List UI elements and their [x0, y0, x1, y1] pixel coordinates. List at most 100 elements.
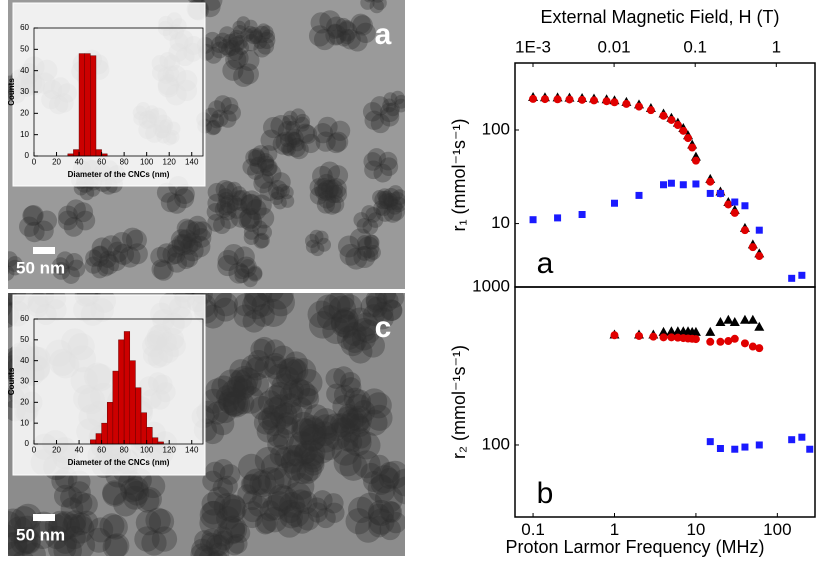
particle: [286, 131, 301, 146]
x-tick-label: 60: [97, 158, 106, 167]
particle: [356, 492, 384, 519]
particle: [245, 149, 263, 167]
particle: [308, 311, 337, 339]
x-tick-label: 40: [75, 446, 84, 455]
particle: [67, 259, 86, 278]
particle: [218, 191, 234, 208]
particle: [279, 505, 303, 529]
particle: [229, 359, 253, 383]
particle: [240, 259, 256, 275]
particle: [150, 246, 171, 268]
particle: [354, 312, 379, 337]
particle: [10, 529, 37, 556]
x-tick-label: 0: [32, 158, 37, 167]
marker: [706, 177, 715, 186]
particle: [328, 131, 349, 152]
particle: [102, 481, 127, 507]
particle: [242, 501, 264, 523]
particle: [271, 345, 295, 370]
particle: [312, 425, 340, 453]
particle: [242, 473, 262, 494]
y-axis-title: Counts: [7, 367, 16, 395]
particle: [276, 184, 290, 198]
y-tick-label: 40: [20, 66, 29, 75]
particle: [249, 29, 263, 43]
particle: [243, 293, 267, 312]
x-tick-label: 0.1: [521, 520, 545, 539]
particle: [372, 301, 394, 323]
particle: [226, 181, 242, 198]
particle: [100, 235, 122, 257]
y-tick-label: 60: [20, 314, 29, 323]
particle: [63, 510, 87, 533]
particle: [247, 265, 263, 281]
particle: [254, 513, 276, 535]
particle: [91, 245, 110, 263]
particle: [167, 245, 186, 265]
particle: [205, 378, 231, 404]
particle: [390, 90, 405, 105]
marker: [635, 191, 643, 199]
particle: [352, 15, 373, 36]
particle: [264, 467, 292, 495]
inset-background: [12, 2, 206, 187]
particle: [242, 490, 263, 511]
particle: [306, 497, 328, 518]
particle: [363, 246, 379, 262]
particle: [253, 173, 273, 194]
particle: [242, 34, 260, 52]
particle: [204, 461, 226, 483]
x2-tick-label: 0.01: [598, 37, 631, 56]
particle: [340, 422, 361, 443]
particle: [261, 411, 287, 437]
particle: [8, 265, 15, 281]
particle: [206, 202, 225, 221]
particle: [340, 332, 365, 357]
particle: [286, 444, 309, 467]
x-tick-label: 10: [686, 520, 705, 539]
particle: [299, 417, 327, 446]
particle: [364, 110, 384, 131]
particle: [314, 230, 329, 245]
particle: [201, 491, 226, 516]
particle: [305, 239, 320, 254]
particle: [230, 206, 252, 228]
particle: [280, 451, 304, 475]
particle: [267, 363, 292, 388]
particle: [33, 220, 54, 241]
particle: [219, 464, 241, 485]
particle: [118, 470, 143, 496]
particle: [205, 120, 221, 136]
particle: [141, 474, 166, 499]
particle: [387, 191, 405, 211]
particle: [247, 162, 265, 180]
particle: [265, 293, 294, 310]
particle: [219, 194, 239, 214]
particle: [317, 190, 337, 209]
particle: [348, 389, 371, 413]
marker: [706, 189, 714, 197]
y-tick-label: 20: [20, 397, 29, 406]
marker: [747, 314, 758, 324]
particle: [339, 412, 361, 434]
particle: [314, 432, 343, 461]
particle: [201, 304, 226, 329]
particle: [36, 210, 58, 231]
particle: [378, 151, 398, 171]
particle: [191, 538, 214, 556]
particle: [171, 233, 194, 256]
particle: [342, 321, 367, 347]
bar: [106, 402, 114, 445]
marker: [578, 211, 586, 219]
particle: [120, 478, 145, 503]
particle: [394, 94, 405, 109]
particle: [176, 229, 197, 249]
particle: [353, 212, 370, 228]
particle: [275, 415, 299, 439]
particle: [218, 391, 240, 413]
particle: [349, 228, 372, 251]
particle: [10, 506, 38, 534]
particle: [347, 307, 372, 332]
particle: [285, 435, 308, 457]
particle: [365, 206, 382, 223]
